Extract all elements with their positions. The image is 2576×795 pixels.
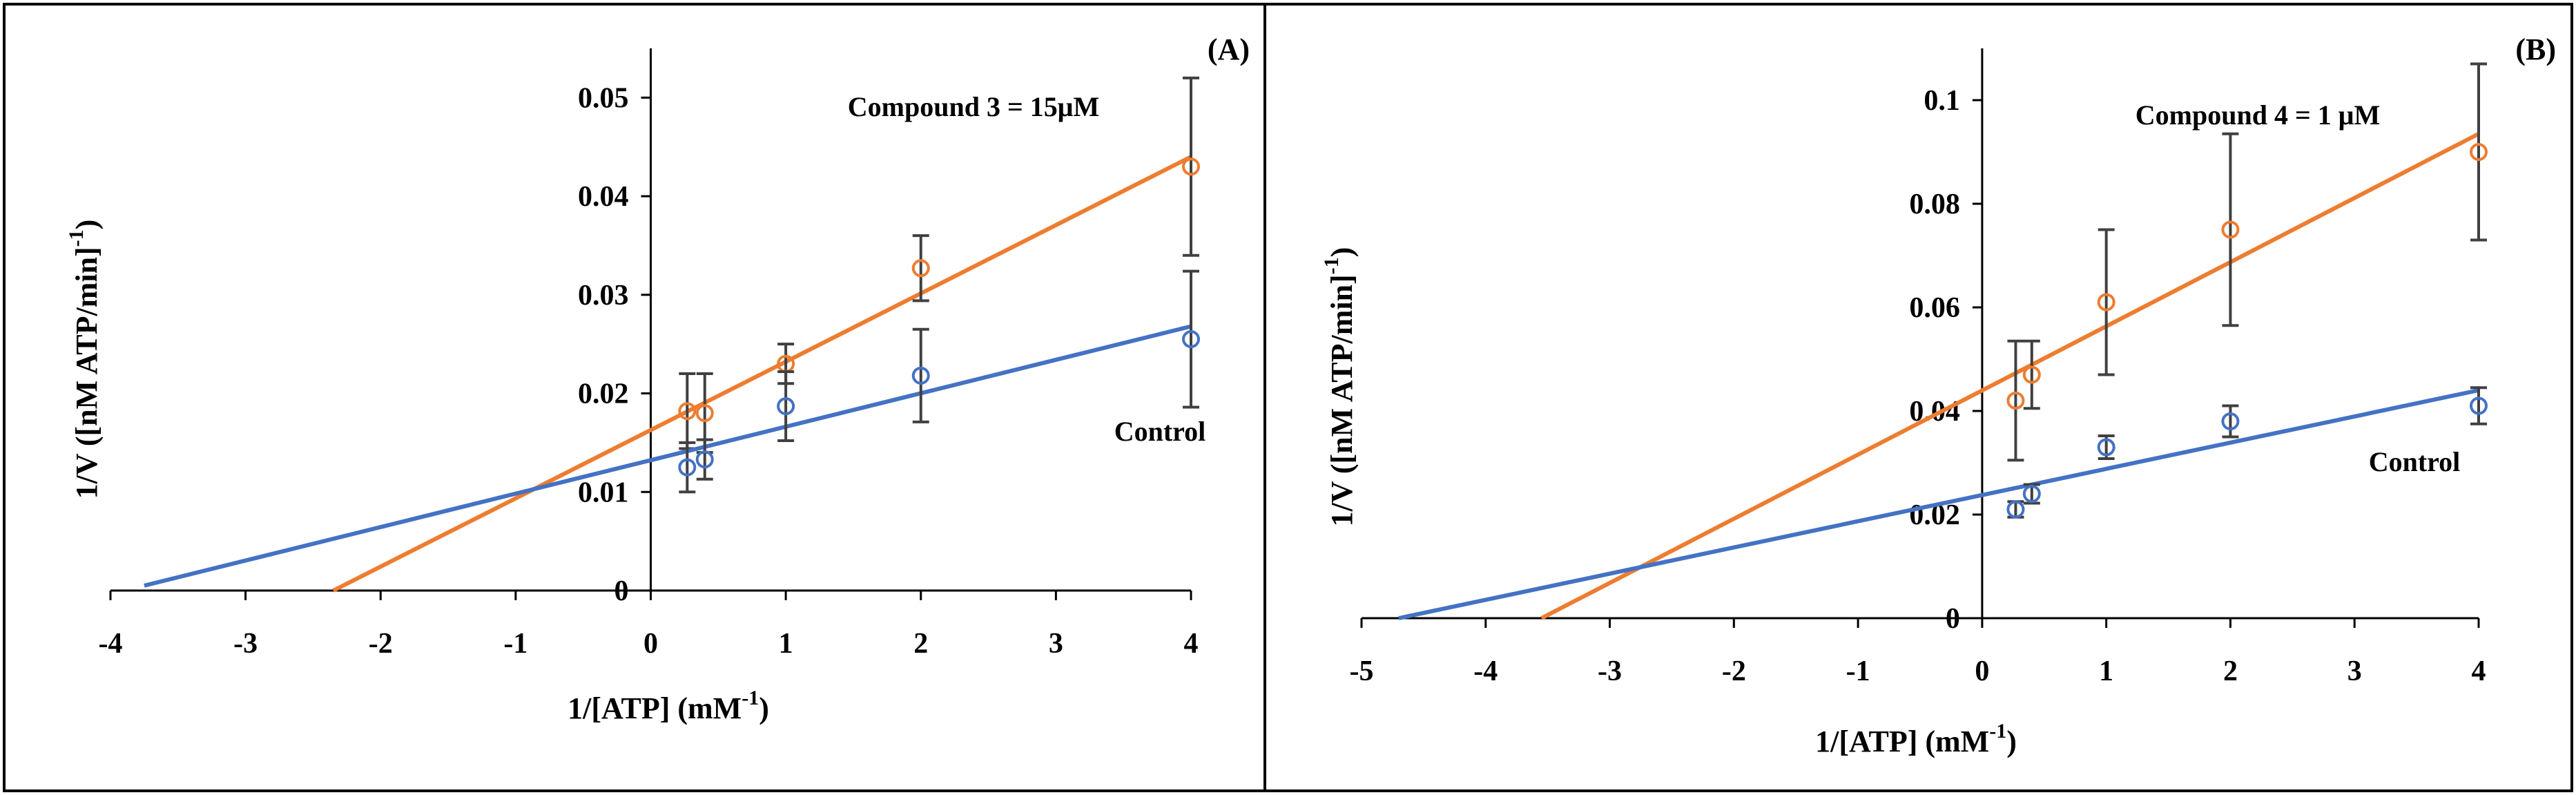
data-point (695, 404, 714, 423)
error-bar (912, 327, 929, 423)
y-tick-label: 0 (614, 575, 629, 607)
series-label-compound: Compound 3 = 15μM (848, 91, 1099, 122)
x-tick-label: -5 (1350, 655, 1374, 687)
data-point (911, 259, 930, 278)
error-bar (912, 234, 929, 303)
data-point (678, 458, 697, 477)
data-point (2097, 293, 2115, 312)
y-tick-label: 0.1 (1924, 85, 1960, 117)
y-tick-label: 0.06 (1909, 292, 1960, 324)
data-point (695, 450, 714, 469)
y-axis-title-a: 1/V ([nM ATP/min]-1) (65, 220, 104, 499)
data-point (678, 402, 697, 421)
data-point (2470, 396, 2488, 415)
data-point (2022, 485, 2041, 503)
data-point (2221, 220, 2240, 239)
x-tick-label: -3 (233, 628, 258, 660)
data-point (1182, 157, 1200, 176)
data-point (2006, 392, 2025, 410)
data-point (777, 397, 795, 416)
x-tick-label: 3 (1049, 628, 1063, 660)
panel-label-a: (A) (1208, 32, 1250, 66)
y-tick-label: 0.02 (578, 379, 629, 410)
x-tick-label: 0 (643, 628, 658, 660)
error-bar (2470, 62, 2487, 242)
x-tick-label: 2 (913, 628, 928, 660)
x-tick-label: 0 (1975, 655, 1989, 687)
error-bar (777, 370, 795, 443)
y-tick-label: 0.08 (1909, 189, 1960, 220)
x-tick-label: -2 (369, 628, 393, 660)
x-tick-label: -1 (1846, 655, 1870, 687)
trendline-control (1398, 388, 2479, 620)
panel-label-b: (B) (2515, 32, 2556, 66)
x-tick-label: 1 (2099, 655, 2113, 687)
y-tick-label: 0.03 (578, 280, 629, 312)
x-tick-label: -4 (1473, 655, 1498, 687)
x-tick-label: 2 (2223, 655, 2238, 687)
y-tick-label: 0.05 (578, 82, 629, 114)
x-tick-label: -1 (503, 628, 527, 660)
y-tick-label: 0 (1946, 603, 1960, 635)
series-label-compound: Compound 4 = 1 μM (2136, 99, 2380, 131)
x-tick-label: 3 (2347, 655, 2362, 687)
x-tick-label: -3 (1598, 655, 1622, 687)
error-bar (679, 372, 696, 450)
x-tick-label: 1 (779, 628, 793, 660)
error-bar (1183, 269, 1199, 409)
error-bar (2470, 386, 2487, 425)
data-point (2221, 412, 2240, 430)
data-point (2097, 438, 2115, 457)
error-bar (2007, 339, 2024, 462)
panel-a: (A) 1/[ATP] (mM-1) 1/V ([nM ATP/min]-1) … (65, 32, 1250, 725)
x-tick-label: 4 (1184, 628, 1199, 660)
y-axis-title-b: 1/V ([nM ATP/min]-1) (1320, 247, 1359, 527)
data-point (911, 366, 930, 385)
trendline-control (144, 324, 1192, 588)
figure-border (3, 3, 2573, 792)
x-axis-title-b: 1/[ATP] (mM-1) (1815, 720, 2017, 758)
data-point (2022, 365, 2041, 384)
x-tick-label: 4 (2472, 655, 2486, 687)
trendline-compound (332, 155, 1192, 593)
x-axis-title-a: 1/[ATP] (mM-1) (568, 687, 769, 725)
data-point (1182, 330, 1200, 349)
error-bar (696, 438, 713, 481)
error-bar (2023, 339, 2040, 410)
error-bar (679, 441, 696, 494)
error-bar (2222, 132, 2239, 327)
error-bar (1183, 76, 1199, 257)
plot-area-b: -5 -4 -3 -2 -1 0 1 2 3 400.020.040.060.080.1 Compo… (1350, 48, 2488, 687)
x-tick-label: -2 (1722, 655, 1746, 687)
series-label-control: Control (1114, 416, 1206, 447)
data-point (2006, 500, 2025, 519)
panel-b: (B) 1/[ATP] (mM-1) 1/V ([nM ATP/min]-1) … (1320, 32, 2556, 758)
error-bar (2222, 404, 2239, 439)
trendline-compound (1540, 132, 2480, 620)
data-point (2470, 143, 2488, 161)
y-tick-label: 0.01 (578, 477, 629, 508)
y-tick-label: 0.04 (578, 181, 629, 213)
error-bar (2098, 228, 2115, 376)
x-tick-label: -4 (99, 628, 123, 660)
plot-area-a: -4 -3 -2 -1 0 1 2 3 4 0 0.01 0.02 0.03 0.04 0.05 Compou… (99, 48, 1206, 660)
series-label-control: Control (2369, 446, 2461, 477)
